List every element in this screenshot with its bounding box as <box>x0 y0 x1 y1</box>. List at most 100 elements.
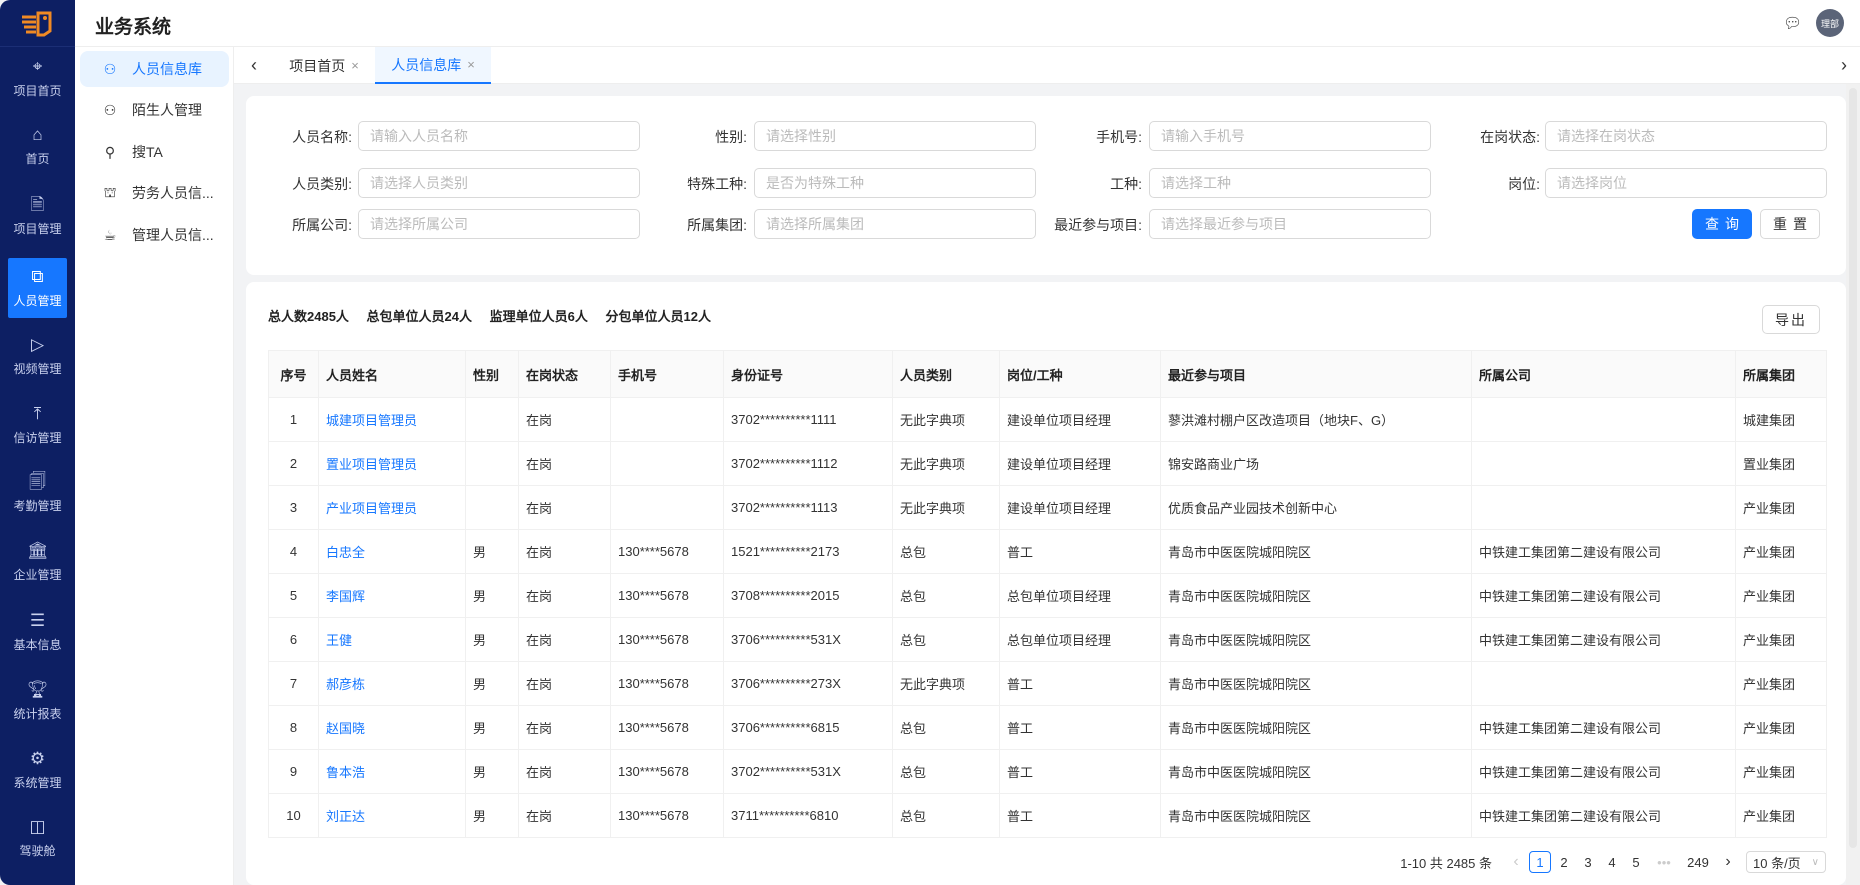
group-input[interactable]: 请选择所属集团 <box>754 209 1036 239</box>
chevron-down-icon: ∨ <box>1811 856 1819 868</box>
page-5[interactable]: 5 <box>1632 854 1640 870</box>
person-name-link[interactable]: 郝彦栋 <box>318 661 466 706</box>
nav-item-project-management[interactable]: 🗎 项目管理 <box>8 186 67 246</box>
nav-label: 考勤管理 <box>13 499 62 513</box>
position-input[interactable]: 请选择岗位 <box>1545 168 1827 198</box>
page-scrollbar[interactable] <box>1846 84 1860 885</box>
export-button[interactable]: 导出 <box>1762 305 1820 334</box>
nav-item-video-management[interactable]: ▷ 视频管理 <box>8 326 67 386</box>
column-header: 人员类别 <box>892 350 1000 398</box>
close-icon[interactable]: × <box>351 58 359 73</box>
query-button[interactable]: 查询 <box>1692 209 1752 239</box>
nav-item-system-management[interactable]: ⚙ 系统管理 <box>8 740 67 800</box>
person-name-link[interactable]: 白忠全 <box>318 529 466 574</box>
table-cell: 普工 <box>999 529 1161 574</box>
nav-item-enterprise-management[interactable]: 🏛 企业管理 <box>8 532 67 592</box>
gender-input[interactable]: 请选择性别 <box>754 121 1036 151</box>
nav-item-project-home[interactable]: ⌖ 项目首页 <box>8 48 67 108</box>
nav-item-cockpit[interactable]: ◫ 驾驶舱 <box>8 808 67 868</box>
person-name-link[interactable]: 鲁本浩 <box>318 749 466 794</box>
submenu-label: 劳务人员信... <box>132 185 214 201</box>
chat-icon[interactable]: 💬︎ <box>1782 15 1802 32</box>
person-name-link[interactable]: 赵国晓 <box>318 705 466 750</box>
play-circle-icon: ▷ <box>30 335 45 354</box>
table-row[interactable]: 1 城建项目管理员 在岗 3702**********1111 无此字典项 建设单位项目经… <box>268 397 1827 442</box>
reset-button[interactable]: 重置 <box>1760 209 1820 239</box>
table-row[interactable]: 8 赵国晓男在岗 130****5678 3706**********6815 总包 普工… <box>268 705 1827 750</box>
table-row[interactable]: 2 置业项目管理员 在岗 3702**********1112 无此字典项 建设单位项目经… <box>268 441 1827 486</box>
special-work-type-input[interactable]: 是否为特殊工种 <box>754 168 1036 198</box>
table-row[interactable]: 3 产业项目管理员 在岗 3702**********1113 无此字典项 建设单位项目经… <box>268 485 1827 530</box>
submenu-label: 陌生人管理 <box>132 102 202 118</box>
scrollbar-thumb[interactable] <box>1849 88 1857 848</box>
avatar[interactable]: 理部 <box>1816 9 1844 37</box>
nav-item-attendance-management[interactable]: 🗐 考勤管理 <box>8 463 67 523</box>
person-name-link[interactable]: 城建项目管理员 <box>318 397 466 442</box>
duty-status-input[interactable]: 请选择在岗状态 <box>1545 121 1827 151</box>
table-row[interactable]: 9 鲁本浩男在岗 130****5678 3702**********531X 总包 普工… <box>268 749 1827 794</box>
submenu-item-manager-info[interactable]: ☕︎ 管理人员信... <box>80 217 229 253</box>
column-header: 在岗状态 <box>518 350 611 398</box>
recent-project-input[interactable]: 请选择最近参与项目 <box>1149 209 1431 239</box>
person-name-input[interactable]: 请输入人员名称 <box>358 121 640 151</box>
person-name-link[interactable]: 置业项目管理员 <box>318 441 466 486</box>
page-1[interactable]: 1 <box>1529 851 1551 873</box>
tabs-prev-button[interactable]: ‹ <box>251 55 257 75</box>
submenu-item-labor-info[interactable]: ⛫ 劳务人员信... <box>80 175 229 211</box>
recent-project-label: 最近参与项目: <box>1054 217 1142 233</box>
gear-icon: ⚙ <box>29 749 46 768</box>
person-category-input[interactable]: 请选择人员类别 <box>358 168 640 198</box>
tab-project-home[interactable]: 项目首页 × <box>274 47 374 84</box>
submenu-label: 搜TA <box>132 144 163 160</box>
nav-item-basic-info[interactable]: ☰ 基本信息 <box>8 602 67 662</box>
person-name-link[interactable]: 刘正达 <box>318 793 466 838</box>
submenu-item-stranger-management[interactable]: ⚇ 陌生人管理 <box>80 92 229 128</box>
next-page-button[interactable]: › <box>1725 853 1731 870</box>
page-size-select[interactable]: 10 条/页 ∨ <box>1746 851 1826 873</box>
nav-item-statistics[interactable]: 🏆︎ 统计报表 <box>8 671 67 731</box>
nav-item-home[interactable]: ⌂ 首页 <box>8 116 67 176</box>
submenu-item-search-ta[interactable]: ⚲ 搜TA <box>80 134 229 170</box>
table-cell <box>1471 485 1736 530</box>
close-icon[interactable]: × <box>467 57 475 72</box>
work-type-input[interactable]: 请选择工种 <box>1149 168 1431 198</box>
page-4[interactable]: 4 <box>1608 854 1616 870</box>
app-logo <box>0 0 75 47</box>
submenu-item-personnel-library[interactable]: ⚇ 人员信息库 <box>80 51 229 87</box>
prev-page-button[interactable]: ‹ <box>1513 853 1519 870</box>
table-row[interactable]: 4 白忠全男在岗 130****5678 1521**********2173 总包 普工… <box>268 529 1827 574</box>
cup-icon: ☕︎ <box>103 226 117 243</box>
table-row[interactable]: 10 刘正达男在岗 130****5678 3711**********6810 总包普… <box>268 793 1827 838</box>
nav-label: 驾驶舱 <box>19 844 56 858</box>
filter-panel: 人员名称: 请输入人员名称 性别: 请选择性别 手机号: 请输入手机号 在岗状态: 请选择在岗… <box>246 96 1846 275</box>
top-header: 业务系统 💬︎ 理部 <box>75 0 1860 47</box>
work-type-label: 工种: <box>1110 176 1142 192</box>
table-cell: 8 <box>268 705 319 750</box>
nav-item-petition-management[interactable]: ⤒ 信访管理 <box>8 395 67 455</box>
org-chart-icon: ⧉ <box>31 267 44 286</box>
table-cell: 130****5678 <box>610 793 724 838</box>
table-cell: 产业集团 <box>1735 529 1827 574</box>
table-cell: 无此字典项 <box>892 397 1000 442</box>
table-cell: 普工 <box>999 705 1161 750</box>
person-name-link[interactable]: 王健 <box>318 617 466 662</box>
page-3[interactable]: 3 <box>1584 854 1592 870</box>
more-pages-ellipsis[interactable]: ••• <box>1657 854 1671 870</box>
page-2[interactable]: 2 <box>1560 854 1568 870</box>
person-name-link[interactable]: 产业项目管理员 <box>318 485 466 530</box>
tabs-next-button[interactable]: › <box>1841 55 1847 75</box>
table-row[interactable]: 5 李国辉男在岗 130****5678 3708**********2015 总包 总包… <box>268 573 1827 618</box>
tab-personnel-library[interactable]: 人员信息库 × <box>375 47 491 84</box>
table-cell: 优质食品产业园技术创新中心 <box>1160 485 1472 530</box>
table-cell: 男 <box>465 529 519 574</box>
page-last[interactable]: 249 <box>1687 854 1709 870</box>
phone-input[interactable]: 请输入手机号 <box>1149 121 1431 151</box>
table-row[interactable]: 6 王健男在岗 130****5678 3706**********531X 总包 总包单… <box>268 617 1827 662</box>
table-row[interactable]: 7 郝彦栋男在岗 130****5678 3706**********273X 无此字典… <box>268 661 1827 706</box>
person-name-link[interactable]: 李国辉 <box>318 573 466 618</box>
company-input[interactable]: 请选择所属公司 <box>358 209 640 239</box>
table-cell: 130****5678 <box>610 705 724 750</box>
table-cell: 在岗 <box>518 793 611 838</box>
table-cell: 总包 <box>892 705 1000 750</box>
nav-item-personnel-management[interactable]: ⧉ 人员管理 <box>8 258 67 318</box>
